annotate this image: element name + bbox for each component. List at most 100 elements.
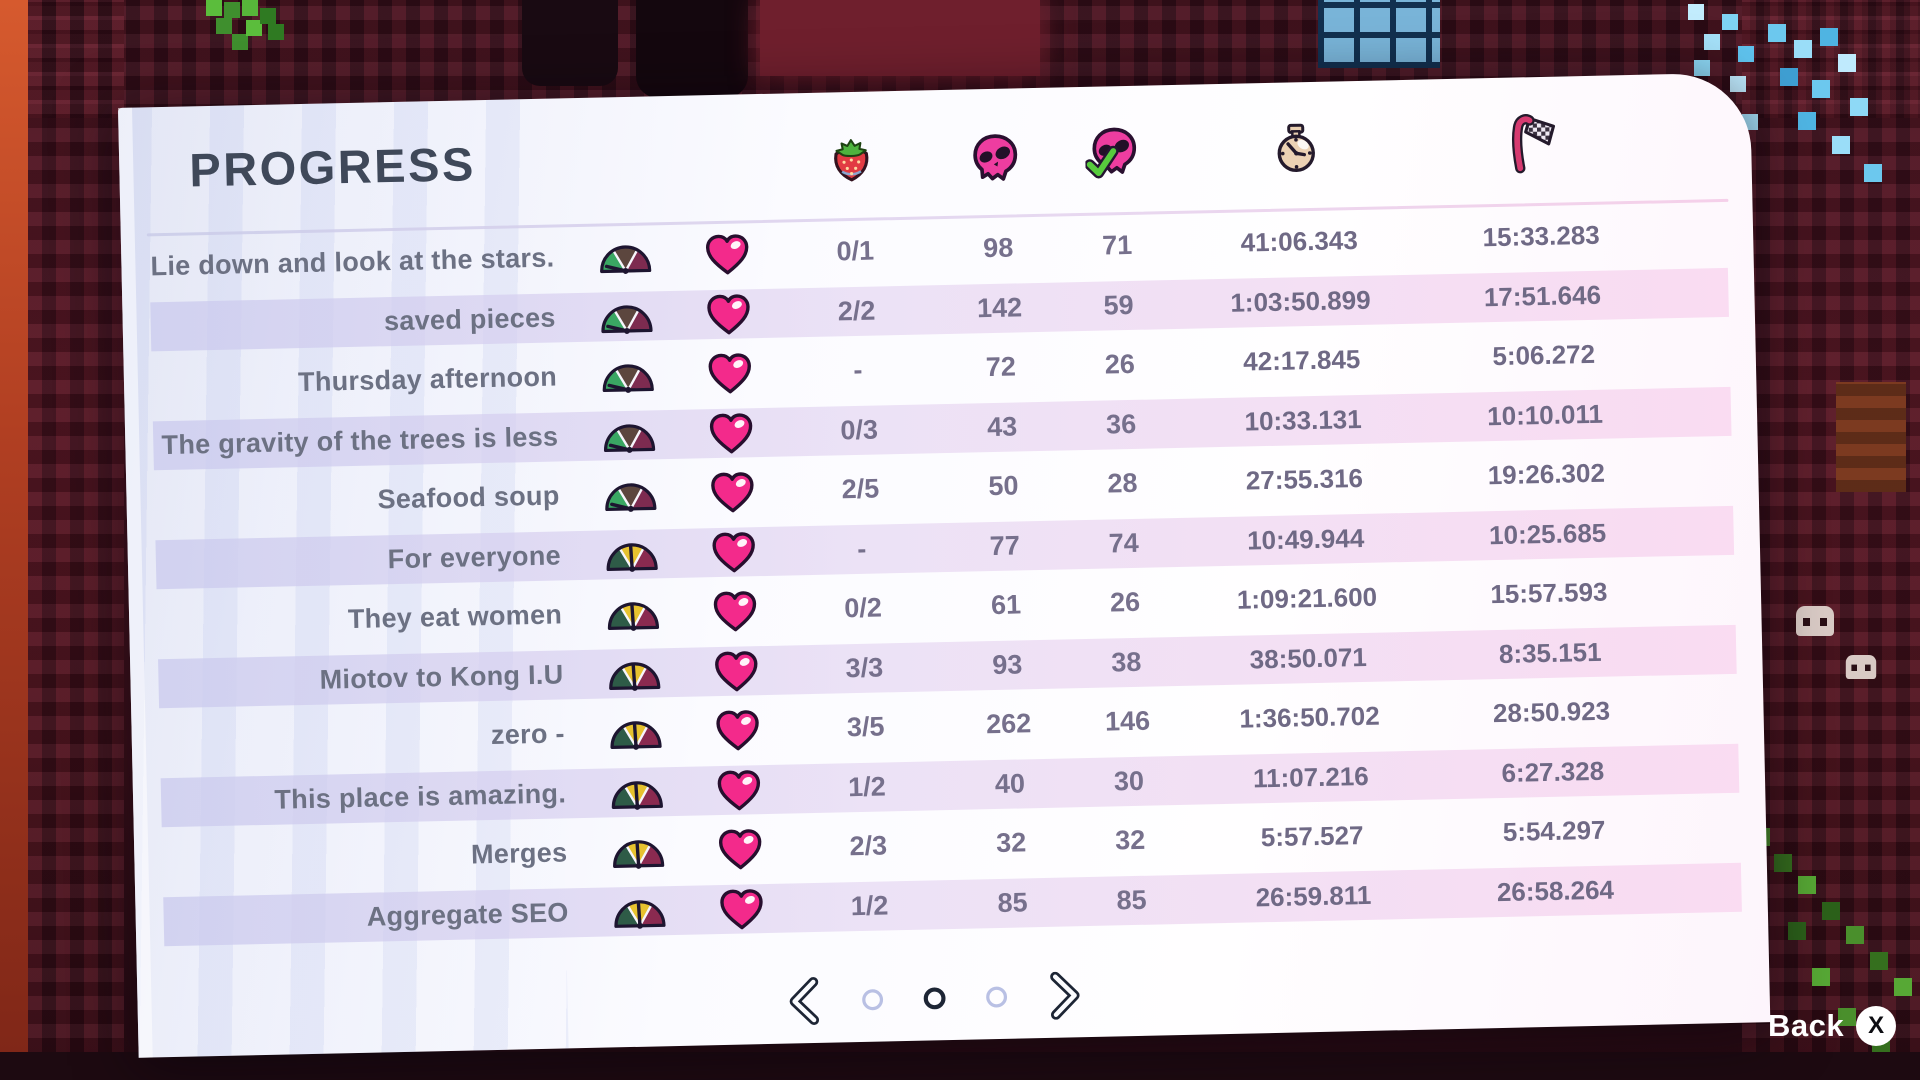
background-cyan-pixels [1688,4,1704,20]
page-dot[interactable] [983,984,1010,1011]
chevron-left-icon[interactable] [785,977,830,1026]
heart-icon [709,470,756,515]
speed-gauge-icon [608,715,663,752]
level-name: Lie down and look at the stars. [150,242,555,282]
table-row: This place is amazing. 1/2 40 30 11:07.216 6… [133,738,1766,833]
speed-gauge-icon [599,299,654,336]
best-time: 8:35.151 [1498,636,1602,669]
stopwatch-icon [1267,118,1326,181]
berries-count: - [853,354,863,386]
background-right-rocks [1742,0,1920,1080]
page-title: PROGRESS [188,137,477,197]
best-time: 17:51.646 [1483,279,1602,312]
table-row: Lie down and look at the stars. 0/1 98 71 4… [121,202,1754,297]
speed-gauge-icon [598,239,653,276]
heart-icon [714,708,761,753]
page-dot[interactable] [859,986,886,1013]
speed-gauge-icon [604,537,659,574]
skull-check-icon [1083,122,1142,185]
background-cave-arch [636,0,748,98]
table-row: zero - 3/5 262 146 1:36:50.702 28:50.923 [131,678,1764,773]
clear-deaths-count: 74 [1108,527,1140,558]
total-time: 38:50.071 [1249,641,1368,674]
heart-icon [708,411,755,456]
page-dots [859,984,1010,1013]
background-left-rocks [28,0,124,1080]
heart-icon [712,589,759,634]
best-time: 15:33.283 [1482,219,1600,253]
table-row: For everyone -77 74 10:49.944 10:25.685 [127,500,1760,595]
speed-gauge-icon [607,656,662,693]
clear-deaths-count: 30 [1113,765,1145,796]
berries-count: 2/2 [837,295,876,326]
clear-deaths-count: 85 [1116,884,1147,915]
table-row: Miotov to Kong I.U 3/3 93 38 38:50.071 8:35.… [130,619,1763,714]
berries-count: 2/3 [849,830,888,862]
berries-count: 1/2 [847,770,887,802]
table-row: Merges 2/3 32 32 5:57.527 5:54.297 [134,797,1767,892]
level-name: For everyone [387,539,562,574]
berries-count: 3/5 [846,711,885,743]
level-name: Merges [470,837,568,870]
total-time: 42:17.845 [1242,343,1361,377]
background-skull-decoration [1796,606,1834,636]
background-cave-arch [522,0,618,86]
background-orange-edge [0,0,28,1080]
total-time: 1:09:21.600 [1236,581,1378,615]
background-orange-rocks [1836,382,1906,492]
clear-deaths-count: 26 [1104,348,1136,380]
heart-icon [710,530,757,575]
speed-gauge-icon [610,775,665,812]
total-time: 10:33.131 [1244,403,1362,436]
background-red-glow [760,0,1040,76]
speed-gauge-icon [602,418,657,455]
level-name: The gravity of the trees is less [161,420,559,460]
total-time: 26:59.811 [1255,879,1372,912]
best-time: 28:50.923 [1492,695,1611,729]
pagination [785,966,1146,1030]
strawberry-icon [822,128,881,191]
clear-deaths-count: 71 [1101,229,1133,261]
level-name: This place is amazing. [274,777,567,815]
best-time: 26:58.264 [1496,874,1615,907]
speed-gauge-icon [606,596,661,633]
level-name: Thursday afternoon [297,361,558,398]
background-green-moss [206,0,222,16]
clear-deaths-count: 26 [1109,586,1141,618]
heart-icon [718,887,765,932]
heart-icon [706,351,753,396]
level-name: Aggregate SEO [366,896,569,932]
table-row: The gravity of the trees is less 0/3 43 36… [125,381,1758,476]
best-time: 5:06.272 [1492,338,1596,372]
best-time: 10:10.011 [1486,398,1604,431]
progress-journal-page: PROGRESS [118,72,1771,1058]
back-button[interactable]: Back X [1768,1006,1897,1046]
table-row: They eat women 0/2 61 26 1:09:21.600 15:57.5… [129,559,1762,654]
clear-deaths-count: 32 [1114,824,1146,856]
skull-icon [966,126,1025,189]
table-row: Thursday afternoon -72 26 42:17.845 5:06.27… [123,321,1756,416]
speed-gauge-icon [603,477,658,514]
total-time: 11:07.216 [1252,760,1370,793]
chevron-right-icon[interactable] [1039,971,1084,1020]
table-row: Aggregate SEO 1/2 85 85 26:59.811 26:58.264 [135,857,1768,952]
best-time: 5:54.297 [1502,814,1606,847]
berries-count: 0/2 [843,592,883,624]
total-time: 1:03:50.899 [1230,284,1371,318]
level-name: They eat women [347,599,563,635]
table-row: Seafood soup 2/5 50 28 27:55.316 19:26.302 [126,440,1759,535]
berries-count: 2/5 [841,473,880,505]
total-time: 1:36:50.702 [1239,700,1380,734]
berries-count: 1/2 [850,889,889,921]
background-blue-crystals [1768,24,1786,42]
background-bottom-strip [0,1052,1920,1080]
heart-icon [716,768,763,813]
clear-deaths-count: 146 [1104,705,1151,737]
speed-gauge-icon [612,894,667,931]
clear-deaths-count: 28 [1107,467,1138,499]
berries-count: 0/3 [840,414,879,445]
clear-deaths-count: 59 [1103,289,1134,321]
page-dot-current[interactable] [921,985,948,1012]
total-time: 27:55.316 [1245,462,1364,496]
level-name: zero - [490,718,566,751]
